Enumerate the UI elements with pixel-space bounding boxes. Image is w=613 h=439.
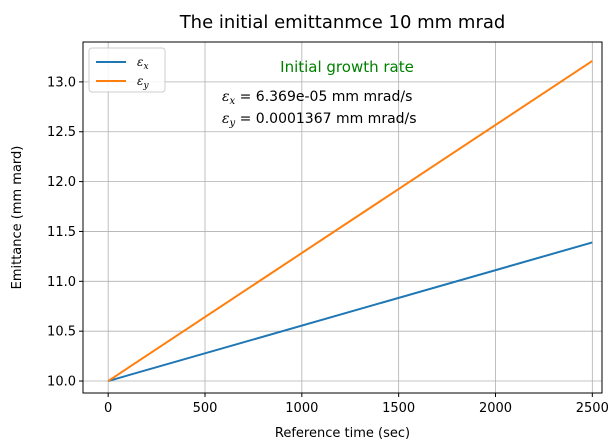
annotation-title: Initial growth rate (280, 58, 414, 76)
x-tick-label: 2000 (479, 401, 512, 416)
annotation-value: = 6.369e-05 mm mrad/s (235, 89, 412, 105)
annotation-value: = 0.0001367 mm mrad/s (235, 111, 416, 127)
y-axis-label: Emittance (mm mard) (10, 146, 25, 290)
series-line-x (108, 242, 592, 381)
x-tick-label: 1500 (382, 401, 415, 416)
legend-subscript: x (143, 62, 148, 72)
y-tick-label: 11.0 (47, 275, 76, 290)
y-tick-label: 13.0 (47, 75, 76, 90)
series-line-y (108, 61, 592, 381)
annotation-symbol: ε (222, 89, 230, 105)
x-tick-label: 0 (104, 401, 112, 416)
x-tick-label: 2500 (576, 401, 609, 416)
x-tick-label: 1000 (285, 401, 318, 416)
annotation-line-x: εx = 6.369e-05 mm mrad/s (222, 89, 412, 107)
y-tick-label: 11.5 (47, 225, 76, 240)
legend-box (89, 48, 165, 92)
annotation-line-y: εy = 0.0001367 mm mrad/s (222, 111, 417, 129)
y-tick-label: 12.5 (47, 125, 76, 140)
y-tick-label: 12.0 (47, 175, 76, 190)
chart-title: The initial emittanmce 10 mm mrad (179, 12, 506, 33)
y-tick-label: 10.0 (47, 375, 76, 390)
growth-rate-annotation: Initial growth rate εx = 6.369e-05 mm mra… (222, 58, 417, 129)
x-tick-label: 500 (193, 401, 218, 416)
y-tick-label: 10.5 (47, 325, 76, 340)
x-axis-label: Reference time (sec) (275, 426, 410, 439)
legend-subscript: y (142, 81, 149, 91)
series-lines (108, 61, 592, 381)
annotation-symbol: ε (222, 111, 230, 127)
